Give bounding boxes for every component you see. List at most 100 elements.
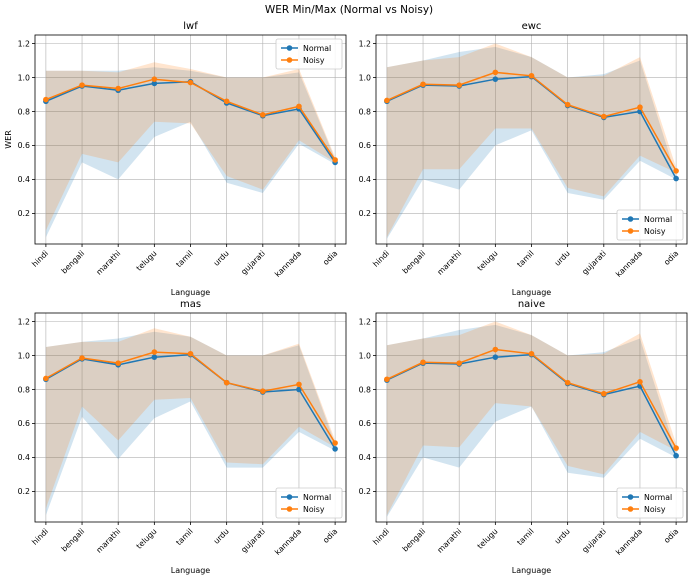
ytick-label: 0.4: [359, 453, 371, 462]
xtick-label: telugu: [135, 249, 159, 273]
point-noisy: [492, 346, 499, 353]
point-normal: [296, 386, 302, 393]
xtick-label: gujarati: [580, 249, 608, 277]
ytick-label: 1.0: [18, 73, 30, 82]
point-noisy: [528, 350, 535, 357]
legend-label-noisy: Noisy: [303, 56, 325, 65]
xtick-label: hindi: [371, 249, 391, 269]
legend-marker-normal: [286, 494, 293, 500]
ytick-label: 0.4: [359, 175, 371, 184]
point-noisy: [79, 82, 85, 88]
legend-label-normal: Normal: [644, 215, 672, 224]
legend: Normal Noisy: [616, 487, 684, 519]
xtick-label: urdu: [212, 527, 231, 546]
xtick-label: kannada: [273, 527, 303, 557]
xtick-label: urdu: [553, 527, 572, 546]
band-normal: [386, 46, 677, 239]
legend-marker-noisy: [286, 57, 293, 63]
point-noisy: [151, 76, 158, 82]
ytick-label: 0.4: [18, 175, 30, 184]
ytick-label: 1.2: [359, 39, 371, 48]
xtick-label: marathi: [435, 527, 463, 555]
band-noisy: [45, 328, 336, 509]
point-noisy: [187, 79, 194, 86]
subplot-title: ewc: [522, 21, 542, 32]
xtick-label: marathi: [435, 249, 463, 277]
subplot-title: naive: [518, 299, 545, 310]
xtick-label: odia: [662, 527, 680, 545]
xtick-label: kannada: [273, 249, 303, 279]
xtick-label: kannada: [614, 249, 644, 279]
xtick-label: telugu: [476, 527, 500, 551]
point-noisy: [43, 375, 49, 382]
point-noisy: [79, 355, 85, 361]
figure-suptitle: WER Min/Max (Normal vs Noisy): [265, 4, 433, 16]
point-noisy: [332, 157, 338, 163]
xtick-label: bengali: [401, 249, 428, 276]
ytick-label: 1.0: [18, 351, 30, 360]
ytick-label: 0.6: [359, 419, 371, 428]
legend-box: [616, 487, 684, 519]
xtick-label: marathi: [94, 527, 122, 555]
ytick-label: 0.8: [18, 107, 30, 116]
legend-label-noisy: Noisy: [644, 505, 666, 514]
ytick-label: 0.2: [18, 209, 30, 218]
subplot-naive: 0.2 0.4 0.6 0.8 1.0 1.2 hindi bengali marathi tel…: [359, 299, 688, 575]
band-noisy: [386, 43, 677, 238]
band-noisy: [386, 321, 677, 516]
ytick-label: 0.6: [359, 141, 371, 150]
xtick-label: tamil: [174, 527, 194, 547]
legend-label-noisy: Noisy: [644, 227, 666, 236]
legend-label-noisy: Noisy: [303, 505, 325, 514]
xtick-label: hindi: [30, 527, 50, 547]
legend-marker-noisy: [286, 506, 293, 512]
point-noisy: [296, 103, 302, 110]
legend: Normal Noisy: [275, 38, 343, 70]
xtick-label: marathi: [94, 249, 122, 277]
x-axis-label: Language: [512, 288, 552, 297]
ytick-label: 0.2: [359, 487, 371, 496]
xtick-label: hindi: [30, 249, 50, 269]
point-noisy: [260, 112, 266, 118]
point-noisy: [151, 349, 158, 355]
point-noisy: [673, 168, 679, 174]
legend-marker-noisy: [627, 506, 634, 512]
point-noisy: [601, 113, 607, 120]
band-normal: [386, 324, 677, 517]
xtick-label: tamil: [515, 527, 535, 547]
point-noisy: [528, 72, 535, 79]
ytick-label: 0.8: [18, 385, 30, 394]
point-noisy: [564, 101, 571, 108]
point-noisy: [260, 388, 266, 394]
point-normal: [673, 175, 679, 182]
point-noisy: [492, 69, 499, 76]
xtick-label: telugu: [476, 249, 500, 273]
legend-box: [275, 487, 343, 519]
point-noisy: [673, 445, 679, 451]
xtick-label: telugu: [135, 527, 159, 551]
ytick-label: 1.0: [359, 351, 371, 360]
ytick-label: 0.6: [18, 141, 30, 150]
legend-label-normal: Normal: [303, 493, 331, 502]
point-noisy: [115, 85, 121, 92]
legend-label-normal: Normal: [303, 44, 331, 53]
point-noisy: [384, 97, 390, 104]
legend-marker-noisy: [627, 228, 634, 234]
x-axis-label: Language: [171, 288, 211, 297]
ytick-label: 0.8: [359, 385, 371, 394]
xtick-label: bengali: [60, 249, 87, 276]
xtick-label: odia: [321, 527, 339, 545]
subplot-title: mas: [180, 299, 201, 310]
point-noisy: [564, 379, 571, 386]
point-normal: [151, 354, 158, 360]
point-noisy: [384, 376, 390, 383]
ytick-label: 1.0: [359, 73, 371, 82]
point-noisy: [601, 390, 607, 397]
xtick-label: odia: [662, 249, 680, 267]
band-noisy: [45, 62, 336, 231]
subplot-ewc: 0.2 0.4 0.6 0.8 1.0 1.2 hindi bengali marathi tel…: [359, 21, 688, 297]
legend-label-normal: Normal: [644, 493, 672, 502]
legend: Normal Noisy: [275, 487, 343, 519]
point-noisy: [420, 359, 426, 366]
